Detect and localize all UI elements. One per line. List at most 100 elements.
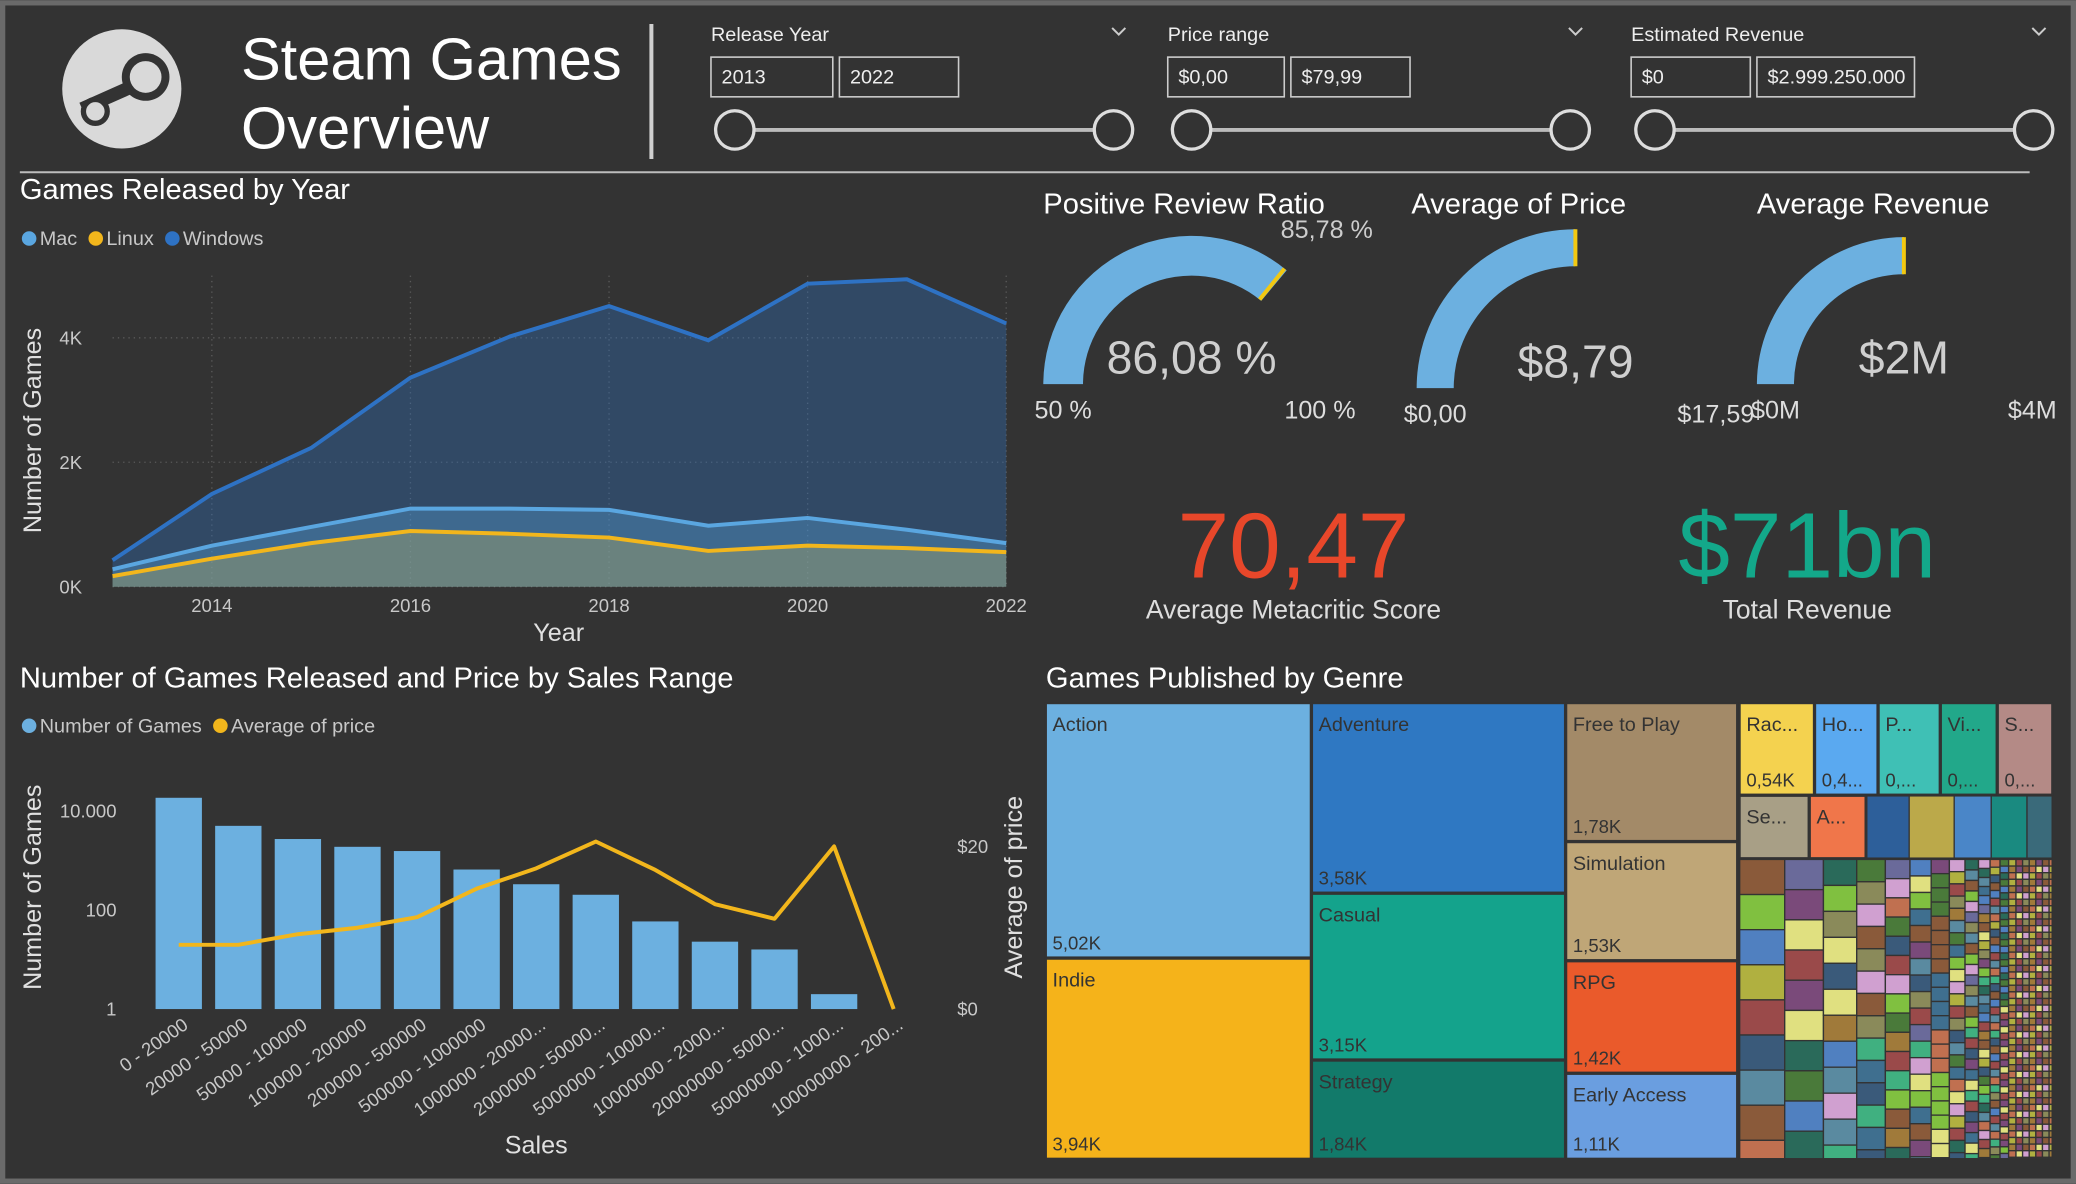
treemap-minor-cell	[1856, 903, 1887, 928]
treemap-minor-cell	[2048, 1030, 2053, 1039]
slider-handle[interactable]	[1092, 109, 1135, 151]
treemap-value: 3,15K	[1319, 1034, 1368, 1055]
treemap-minor-cell	[1999, 912, 2010, 921]
treemap-minor-cell	[1989, 1154, 2001, 1160]
treemap-minor-cell	[2021, 1130, 2030, 1139]
treemap-minor-cell	[1739, 1104, 1786, 1142]
treemap-cell	[1565, 960, 1739, 1074]
treemap-minor-cell	[2048, 905, 2053, 914]
treemap-label: Adventure	[1319, 714, 1409, 736]
treemap-minor-cell	[1909, 1007, 1932, 1026]
treemap-minor-cell	[2041, 1044, 2050, 1053]
treemap-minor-cell	[1909, 974, 1932, 993]
treemap-minor-cell	[1884, 993, 1911, 1014]
treemap-minor-cell	[1856, 858, 1887, 883]
treemap-minor-cell	[2007, 891, 2017, 900]
treemap-value: 5,02K	[1053, 932, 1102, 953]
treemap-minor-cell	[2028, 878, 2037, 887]
treemap-value: 1,11K	[1573, 1134, 1621, 1155]
treemap-minor-cell	[1999, 972, 2010, 981]
treemap-minor-cell	[1989, 1053, 2001, 1063]
treemap-minor-cell	[1856, 1059, 1887, 1084]
treemap-minor-cell	[1948, 932, 1966, 946]
treemap-minor-cell	[2015, 1057, 2024, 1066]
treemap-minor-cell	[2041, 991, 2050, 1000]
treemap-minor-cell	[2041, 1103, 2050, 1112]
treemap-minor-cell	[1948, 1103, 1966, 1117]
treemap-minor-cell	[1964, 1058, 1980, 1071]
treemap-minor-cell	[1909, 1106, 1932, 1125]
y-tick-label: 2K	[59, 452, 82, 473]
treemap-minor-cell	[2041, 1030, 2050, 1039]
treemap-minor-cell	[2021, 1103, 2030, 1112]
treemap-minor-cell	[2028, 1143, 2037, 1152]
treemap-minor-cell	[2007, 951, 2017, 960]
treemap-minor-cell	[1856, 948, 1887, 972]
treemap-minor-cell	[1989, 1084, 2001, 1094]
treemap-minor-cell	[2007, 858, 2017, 867]
treemap-minor-cell	[1784, 979, 1825, 1012]
treemap-minor-cell	[1948, 944, 1966, 958]
treemap-minor-cell	[1784, 1100, 1825, 1132]
treemap-minor-cell	[2021, 997, 2030, 1006]
treemap-minor-cell	[1856, 1104, 1887, 1129]
treemap-minor-cell	[1784, 1039, 1825, 1072]
treemap-value: 3,94K	[1053, 1134, 1102, 1155]
treemap-minor-cell	[2035, 1150, 2044, 1159]
treemap-minor-cell	[2028, 1097, 2037, 1106]
treemap-minor-cell	[2028, 951, 2037, 960]
treemap-minor-cell	[2048, 958, 2053, 967]
treemap-minor-cell	[1999, 1132, 2010, 1141]
treemap-minor-cell	[2021, 1004, 2030, 1013]
treemap-minor-cell	[1989, 1146, 2001, 1156]
treemap-minor-cell	[2007, 1011, 2017, 1019]
treemap-minor-cell	[1739, 1069, 1786, 1106]
treemap-minor-cell	[1948, 1029, 1966, 1044]
treemap-minor-cell	[1999, 1092, 2010, 1101]
treemap-minor-cell	[2021, 1123, 2030, 1132]
bar	[393, 851, 441, 1010]
y2-tick-label: $0	[957, 999, 978, 1020]
treemap-minor-cell	[1999, 1045, 2010, 1054]
filter-input	[710, 56, 834, 98]
treemap-minor-cell	[1964, 1079, 1980, 1092]
treemap-minor-cell	[1964, 921, 1980, 934]
treemap-minor-cell	[1856, 1082, 1887, 1106]
treemap-minor-cell	[2041, 1136, 2050, 1145]
treemap-minor-cell	[1948, 907, 1966, 922]
slider-handle[interactable]	[2012, 109, 2055, 151]
treemap-label: Early Access	[1573, 1085, 1687, 1107]
treemap-minor-cell	[1999, 1072, 2010, 1081]
treemap-cell	[1565, 1072, 1739, 1160]
bar	[810, 994, 858, 1010]
gauge-max: $4M	[2008, 397, 2057, 425]
treemap-minor-cell	[1999, 858, 2010, 867]
x-tick-label: 2020	[787, 595, 828, 616]
treemap-minor-cell	[2048, 1143, 2053, 1152]
slider-handle[interactable]	[713, 109, 756, 151]
header-title: Overview	[241, 94, 490, 161]
treemap-value: 1,53K	[1573, 935, 1622, 956]
treemap-minor-cell	[1739, 964, 1786, 1001]
filter-input	[838, 56, 960, 98]
treemap-minor-cell	[1989, 1060, 2001, 1070]
y2-axis-label: Average of price	[1000, 796, 1028, 979]
treemap-minor-cell	[2048, 971, 2053, 980]
treemap-minor-cell	[1964, 1100, 1980, 1113]
slider-handle[interactable]	[1549, 109, 1592, 151]
treemap-minor-cell	[2007, 984, 2017, 993]
treemap-minor-cell	[2007, 1136, 2017, 1145]
treemap-minor-cell	[1999, 918, 2010, 927]
treemap-minor-cell	[2028, 1011, 2037, 1019]
slider-handle[interactable]	[1634, 109, 1676, 151]
treemap-minor-cell	[1784, 919, 1825, 951]
slider-handle[interactable]	[1170, 109, 1213, 151]
treemap-minor-cell	[1999, 1005, 2010, 1014]
treemap-minor-cell	[2028, 1017, 2037, 1026]
treemap-minor-cell	[2021, 1097, 2030, 1106]
treemap-minor-cell	[2041, 958, 2050, 967]
gauge-fill	[1043, 235, 1287, 385]
bar	[274, 839, 322, 1010]
treemap-minor-cell	[1822, 1144, 1858, 1160]
treemap-minor-cell	[2048, 951, 2053, 960]
